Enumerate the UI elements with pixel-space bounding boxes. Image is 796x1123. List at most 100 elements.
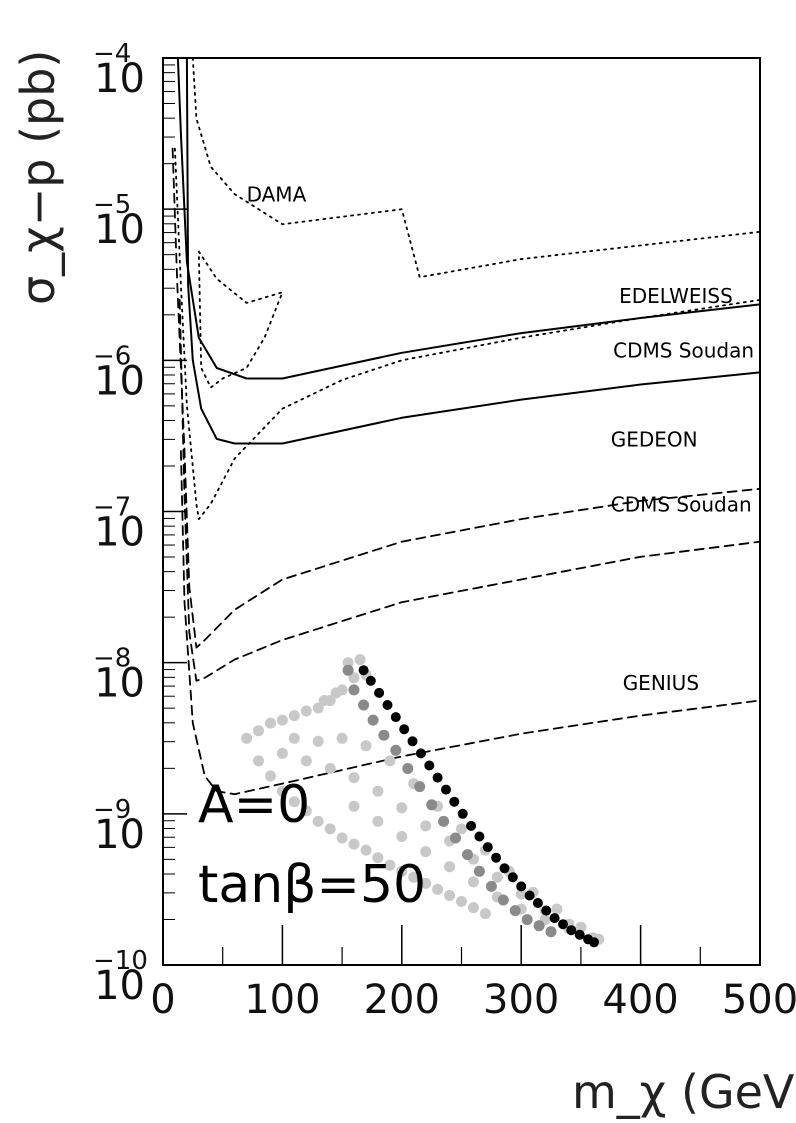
- scatter-point-g0-58: [396, 831, 408, 842]
- scatter-point-g1-8: [426, 799, 438, 811]
- scatter-point-g2-18: [507, 872, 518, 883]
- series-line-dama-0: [191, 58, 760, 279]
- x-tick-label-400: 400: [602, 977, 678, 1023]
- scatter-point-g1-9: [438, 815, 450, 827]
- scatter-point-g2-1: [365, 675, 376, 686]
- scatter-point-g1-3: [367, 714, 379, 726]
- scatter-point-g1-18: [545, 926, 557, 938]
- scatter-point-g2-15: [482, 842, 493, 853]
- scatter-point-g1-0: [342, 664, 354, 676]
- series-line-unnamed-4: [174, 147, 760, 520]
- y-tick-label-base--4: 10: [94, 56, 145, 102]
- y-tick-label-base--6: 10: [94, 358, 145, 404]
- scatter-point-g2-14: [474, 831, 485, 842]
- scatter-point-g0-3: [276, 785, 288, 797]
- scatter-point-g1-14: [497, 894, 509, 906]
- scatter-point-g0-47: [384, 755, 396, 767]
- x-tick-label-500: 500: [722, 977, 796, 1023]
- scatter-point-g2-20: [524, 890, 535, 901]
- curve-label-genius-5: GENIUS: [623, 671, 699, 695]
- label-layer: DAMA EDELWEISS CDMS Soudan GEDEON CDMS Souda…: [247, 183, 754, 695]
- scatter-point-g0-0: [241, 732, 253, 744]
- scatter-point-g0-39: [515, 888, 527, 900]
- scatter-point-g0-14: [408, 871, 420, 883]
- scatter-point-g1-4: [378, 729, 390, 741]
- scatter-point-g0-22: [265, 717, 276, 729]
- scatter-point-g1-15: [509, 905, 521, 917]
- scatter-point-g2-10: [441, 784, 451, 795]
- scatter-point-g0-5: [300, 805, 312, 817]
- y-tick-label-exp--8: −8: [93, 644, 131, 674]
- scatter-point-g0-21: [253, 725, 264, 737]
- scatter-point-g2-0: [358, 665, 369, 676]
- y-tick-label-exp--6: −6: [93, 341, 131, 371]
- x-axis-title: m_χ (GeV): [572, 1065, 796, 1119]
- scatter-point-g0-29: [276, 747, 288, 759]
- scatter-point-g0-61: [467, 876, 479, 888]
- scatter-point-g1-12: [473, 865, 485, 877]
- scatter-point-g0-30: [300, 755, 312, 767]
- y-tick-label-exp--7: −7: [93, 493, 131, 523]
- scatter-point-g0-12: [384, 859, 396, 871]
- y-tick-label-exp--5: −5: [93, 190, 131, 220]
- series-line-genius-7: [180, 450, 760, 796]
- x-tick-label-100: 100: [244, 977, 320, 1023]
- scatter-point-g1-5: [390, 744, 402, 756]
- scatter-point-g1-17: [533, 920, 545, 932]
- scatter-point-g0-1: [253, 755, 264, 767]
- series-line-cdms-soudan-3: [185, 58, 760, 445]
- y-tick-label-base--10: 10: [94, 963, 145, 1009]
- scatter-point-g2-9: [432, 772, 443, 783]
- y-tick-label-base--9: 10: [94, 812, 145, 858]
- curve-label-edelweiss-1: EDELWEISS: [619, 284, 733, 308]
- scatter-point-g0-23: [276, 714, 288, 726]
- scatter-point-g0-55: [575, 921, 587, 933]
- scatter-point-g2-24: [558, 919, 568, 930]
- annotation-tanbeta: tanβ=50: [198, 855, 426, 915]
- scatter-point-g0-38: [491, 871, 503, 883]
- scatter-point-g2-25: [566, 925, 577, 936]
- scatter-point-g0-18: [456, 896, 467, 907]
- series-line-gedeon-5: [171, 147, 760, 649]
- scatter-point-g0-32: [348, 772, 360, 784]
- scatter-point-g2-28: [589, 937, 599, 948]
- x-tick-label-300: 300: [483, 977, 559, 1023]
- scatter-point-g0-24: [288, 710, 300, 722]
- curve-label-cdms-soudan-4: CDMS Soudan: [611, 493, 752, 517]
- scatter-point-g0-70: [348, 672, 360, 684]
- scatter-point-g1-2: [358, 699, 370, 711]
- scatter-point-g0-6: [312, 815, 324, 827]
- scatter-point-g0-4: [288, 796, 300, 808]
- annotation-a: A=0: [198, 775, 310, 835]
- scatter-point-g2-6: [407, 736, 418, 747]
- scatter-point-g2-7: [415, 748, 426, 759]
- curve-layer: [171, 58, 760, 796]
- scatter-point-g0-35: [420, 820, 432, 832]
- scatter-point-g2-2: [374, 687, 385, 698]
- scatter-point-g2-3: [382, 700, 393, 710]
- scatter-point-g1-11: [462, 849, 473, 861]
- scatter-point-g1-7: [414, 781, 426, 793]
- scatter-point-g0-31: [324, 763, 336, 774]
- series-line-edelweiss-2: [176, 58, 760, 380]
- scatter-point-g0-15: [420, 877, 432, 889]
- scatter-point-g0-60: [444, 861, 456, 873]
- scatter-point-g2-13: [466, 820, 477, 831]
- y-tick-label-exp--10: −10: [93, 946, 148, 976]
- scatter-point-g0-67: [354, 654, 366, 666]
- scatter-point-g1-1: [348, 684, 360, 696]
- series-line-unnamed-1: [197, 250, 284, 389]
- scatter-point-g0-34: [396, 802, 408, 814]
- scatter-point-g2-11: [449, 796, 460, 807]
- scatter-point-g0-9: [348, 838, 360, 850]
- scatter-point-g0-54: [551, 903, 563, 915]
- scatter-point-g2-21: [532, 898, 543, 908]
- scatter-point-g0-2: [265, 770, 276, 782]
- scatter-point-g0-44: [312, 735, 324, 747]
- scatter-point-g0-50: [456, 823, 467, 835]
- y-tick-label-base--8: 10: [94, 661, 145, 707]
- scatter-point-g0-8: [336, 832, 348, 844]
- scatter-point-g2-22: [541, 905, 552, 916]
